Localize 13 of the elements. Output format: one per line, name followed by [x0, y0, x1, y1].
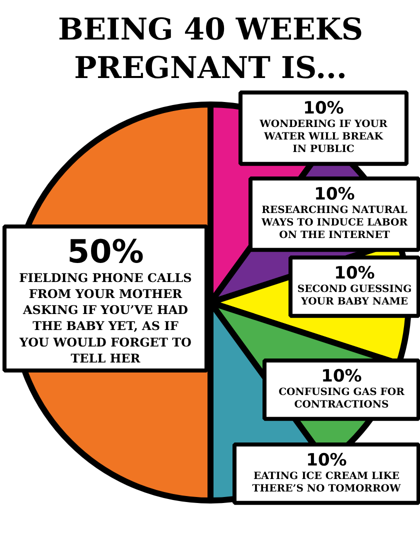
data-label: 10% — [303, 98, 344, 118]
data-label: 10% — [334, 264, 375, 284]
data-label: 50% — [67, 232, 144, 270]
data-label: 10% — [306, 450, 347, 470]
slice-label: RESEARCHING NATURAL WAYS TO INDUCE LABOR ON THE INTERNET — [260, 204, 408, 242]
slice-label: CONFUSING GAS FOR CONTRACTIONS — [278, 386, 406, 411]
slice-label: WONDERING IF YOUR WATER WILL BREAK IN PUBLIC — [258, 118, 388, 156]
slice-label: EATING ICE CREAM LIKE THERE’S NO TOMORROW — [252, 470, 402, 495]
slice-label: FIELDING PHONE CALLS FROM YOUR MOTHER ASKING IF YOU’VE HAD THE BABY YET, AS IF YOU WOULD FORGET TO TELL HER — [18, 270, 192, 366]
data-label: 10% — [314, 184, 355, 204]
chart-title: BEING 40 WEEKS PREGNANT IS... — [58, 12, 364, 86]
data-label: 10% — [321, 366, 362, 386]
slice-label: SECOND GUESSING YOUR BABY NAME — [297, 284, 412, 308]
